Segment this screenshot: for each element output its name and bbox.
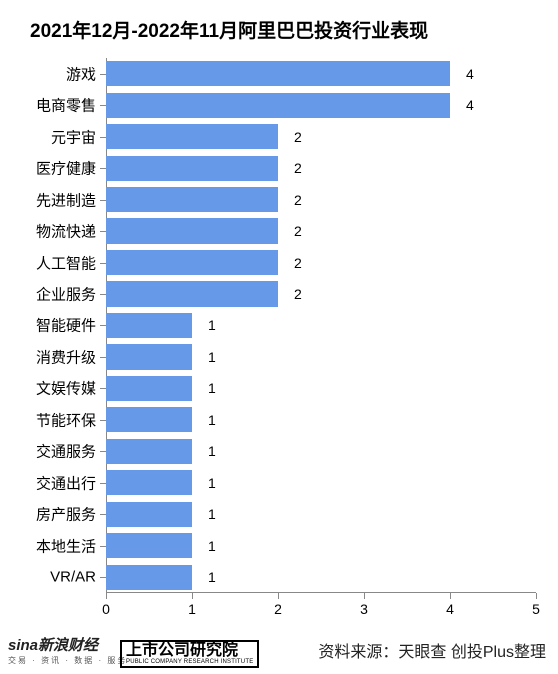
category-label: 文娱传媒 [36,378,96,399]
logo-institute-en: PUBLIC COMPANY RESEARCH INSTITUTE [126,659,253,666]
category-label: 元宇宙 [51,126,96,147]
bar [106,565,192,590]
value-label: 1 [208,506,216,522]
bar-row: 医疗健康2 [106,152,536,183]
value-label: 2 [294,129,302,145]
bar [106,281,278,306]
category-label: 游戏 [66,63,96,84]
x-tick-label: 0 [102,601,110,617]
chart-container: 2021年12月-2022年11月阿里巴巴投资行业表现 012345游戏4电商零… [0,0,558,674]
bar-row: 节能环保1 [106,404,536,435]
category-label: 智能硬件 [36,315,96,336]
value-label: 1 [208,443,216,459]
bar-row: 元宇宙2 [106,121,536,152]
bar [106,344,192,369]
category-label: 电商零售 [36,95,96,116]
bar-row: 电商零售4 [106,89,536,120]
bar-row: 先进制造2 [106,184,536,215]
logo-sina: sina新浪财经 交易 · 资讯 · 数据 · 服务 [8,634,127,666]
category-label: 医疗健康 [36,158,96,179]
bar [106,502,192,527]
category-label: 本地生活 [36,535,96,556]
category-label: 物流快递 [36,221,96,242]
value-label: 2 [294,223,302,239]
bar [106,533,192,558]
bar [106,61,450,86]
x-tick [536,593,537,599]
value-label: 2 [294,255,302,271]
value-label: 1 [208,317,216,333]
value-label: 2 [294,160,302,176]
bar [106,124,278,149]
bar-row: 交通服务1 [106,436,536,467]
category-label: 企业服务 [36,284,96,305]
logo-institute-zh: 上市公司研究院 [126,642,238,659]
bar-row: 智能硬件1 [106,310,536,341]
logo-institute: 上市公司研究院 PUBLIC COMPANY RESEARCH INSTITUT… [120,640,259,668]
value-label: 1 [208,538,216,554]
x-tick [278,593,279,599]
bar-row: 物流快递2 [106,215,536,246]
x-tick-label: 4 [446,601,454,617]
x-tick [192,593,193,599]
logo-sina-sub: 交易 · 资讯 · 数据 · 服务 [8,655,127,666]
bar-row: 房产服务1 [106,499,536,530]
category-label: 先进制造 [36,189,96,210]
plot-area: 012345游戏4电商零售4元宇宙2医疗健康2先进制造2物流快递2人工智能2企业… [106,58,536,593]
bar [106,407,192,432]
source-text: 资料来源：天眼查 创投Plus整理 [318,638,546,662]
bar [106,250,278,275]
bar [106,376,192,401]
value-label: 1 [208,412,216,428]
category-label: 交通出行 [36,472,96,493]
bar-row: 人工智能2 [106,247,536,278]
category-label: VR/AR [50,569,96,586]
bar-row: 企业服务2 [106,278,536,309]
footer: sina新浪财经 交易 · 资讯 · 数据 · 服务 上市公司研究院 PUBLI… [0,634,558,674]
x-tick [450,593,451,599]
category-label: 交通服务 [36,441,96,462]
value-label: 1 [208,349,216,365]
bar-row: 游戏4 [106,58,536,89]
bar-row: 本地生活1 [106,530,536,561]
bar [106,439,192,464]
value-label: 1 [208,475,216,491]
bar [106,218,278,243]
value-label: 2 [294,192,302,208]
x-tick [364,593,365,599]
bar-row: 消费升级1 [106,341,536,372]
category-label: 房产服务 [36,504,96,525]
value-label: 1 [208,569,216,585]
bar-row: 交通出行1 [106,467,536,498]
bar [106,313,192,338]
category-label: 节能环保 [36,409,96,430]
bar [106,470,192,495]
chart-title: 2021年12月-2022年11月阿里巴巴投资行业表现 [30,16,428,43]
bar [106,93,450,118]
bar-row: 文娱传媒1 [106,373,536,404]
x-tick [106,593,107,599]
category-label: 消费升级 [36,346,96,367]
x-tick-label: 5 [532,601,540,617]
bar [106,187,278,212]
bar [106,156,278,181]
x-tick-label: 3 [360,601,368,617]
value-label: 2 [294,286,302,302]
value-label: 4 [466,97,474,113]
value-label: 1 [208,380,216,396]
bar-row: VR/AR1 [106,562,536,593]
x-tick-label: 1 [188,601,196,617]
category-label: 人工智能 [36,252,96,273]
logo-sina-main: sina新浪财经 [8,637,98,654]
value-label: 4 [466,66,474,82]
x-tick-label: 2 [274,601,282,617]
